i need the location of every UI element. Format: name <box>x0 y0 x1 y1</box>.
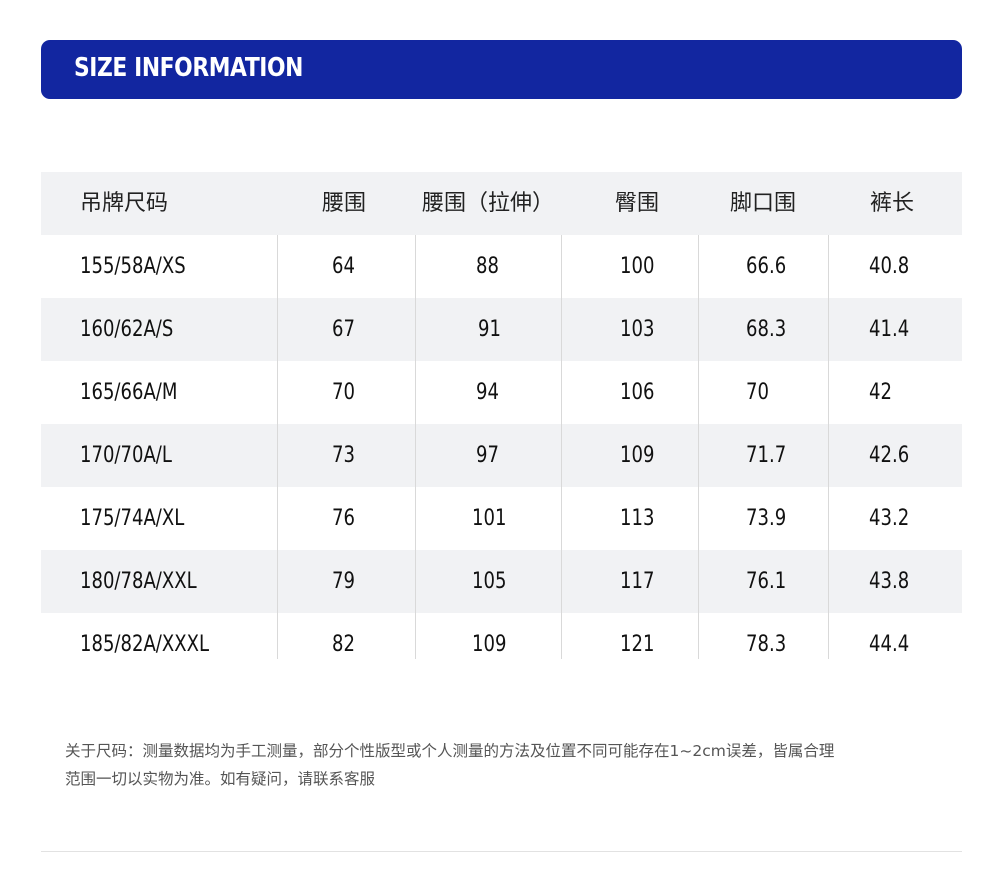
cell-tag-size: 185/82A/XXXL <box>80 632 210 657</box>
table-row: 170/70A/L 73 97 109 71.7 42.6 <box>41 424 962 487</box>
cell-hip: 103 <box>620 317 655 342</box>
size-note: 关于尺码：测量数据均为手工测量，部分个性版型或个人测量的方法及位置不同可能存在1… <box>65 737 965 793</box>
cell-length: 42 <box>869 380 892 405</box>
cell-hem: 76.1 <box>746 569 787 594</box>
column-divider <box>828 235 829 659</box>
cell-length: 44.4 <box>869 632 910 657</box>
cell-waist-stretched: 91 <box>478 317 501 342</box>
cell-waist: 82 <box>332 632 355 657</box>
banner-title: SIZE INFORMATION <box>74 53 304 83</box>
cell-hem: 73.9 <box>746 506 787 531</box>
cell-waist: 70 <box>332 380 355 405</box>
cell-waist-stretched: 105 <box>472 569 507 594</box>
cell-hem: 68.3 <box>746 317 787 342</box>
size-info-banner: SIZE INFORMATION <box>41 40 962 99</box>
size-note-line: 范围一切以实物为准。如有疑问，请联系客服 <box>65 770 376 788</box>
cell-hip: 100 <box>620 254 655 279</box>
cell-length: 42.6 <box>869 443 910 468</box>
cell-length: 41.4 <box>869 317 910 342</box>
header-length: 裤长 <box>870 191 915 216</box>
cell-hip: 113 <box>620 506 655 531</box>
table-row: 180/78A/XXL 79 105 117 76.1 43.8 <box>41 550 962 613</box>
cell-waist: 76 <box>332 506 355 531</box>
cell-length: 40.8 <box>869 254 910 279</box>
cell-waist: 73 <box>332 443 355 468</box>
cell-waist-stretched: 97 <box>476 443 499 468</box>
cell-tag-size: 165/66A/M <box>80 380 178 405</box>
header-waist-stretched: 腰围（拉伸） <box>422 191 555 216</box>
cell-waist-stretched: 109 <box>472 632 507 657</box>
header-waist: 腰围 <box>322 191 367 216</box>
cell-hem: 71.7 <box>746 443 787 468</box>
cell-tag-size: 180/78A/XXL <box>80 569 197 594</box>
footer-divider <box>41 851 962 852</box>
column-divider <box>561 235 562 659</box>
cell-waist-stretched: 101 <box>472 506 507 531</box>
table-row: 160/62A/S 67 91 103 68.3 41.4 <box>41 298 962 361</box>
cell-waist-stretched: 94 <box>476 380 499 405</box>
cell-tag-size: 155/58A/XS <box>80 254 186 279</box>
cell-hip: 117 <box>620 569 655 594</box>
cell-waist: 67 <box>332 317 355 342</box>
cell-tag-size: 170/70A/L <box>80 443 172 468</box>
cell-hip: 109 <box>620 443 655 468</box>
column-divider <box>277 235 278 659</box>
header-hip: 臀围 <box>615 191 660 216</box>
header-tag-size: 吊牌尺码 <box>80 191 169 216</box>
cell-waist-stretched: 88 <box>476 254 499 279</box>
size-note-line: 关于尺码：测量数据均为手工测量，部分个性版型或个人测量的方法及位置不同可能存在1… <box>65 742 835 760</box>
cell-waist: 64 <box>332 254 355 279</box>
column-divider <box>415 235 416 659</box>
table-row: 175/74A/XL 76 101 113 73.9 43.2 <box>41 487 962 550</box>
cell-waist: 79 <box>332 569 355 594</box>
cell-hip: 121 <box>620 632 655 657</box>
table-row: 155/58A/XS 64 88 100 66.6 40.8 <box>41 235 962 298</box>
table-row: 165/66A/M 70 94 106 70 42 <box>41 361 962 424</box>
table-header-row: 吊牌尺码 腰围 腰围（拉伸） 臀围 脚口围 裤长 <box>41 172 962 235</box>
cell-hem: 78.3 <box>746 632 787 657</box>
cell-hip: 106 <box>620 380 655 405</box>
size-table: 吊牌尺码 腰围 腰围（拉伸） 臀围 脚口围 裤长 155/58A/XS 64 8… <box>41 172 962 676</box>
column-divider <box>698 235 699 659</box>
cell-tag-size: 160/62A/S <box>80 317 174 342</box>
cell-hem: 66.6 <box>746 254 787 279</box>
table-row: 185/82A/XXXL 82 109 121 78.3 44.4 <box>41 613 962 676</box>
header-hem: 脚口围 <box>730 191 797 216</box>
cell-length: 43.2 <box>869 506 910 531</box>
cell-tag-size: 175/74A/XL <box>80 506 185 531</box>
cell-length: 43.8 <box>869 569 910 594</box>
cell-hem: 70 <box>746 380 769 405</box>
